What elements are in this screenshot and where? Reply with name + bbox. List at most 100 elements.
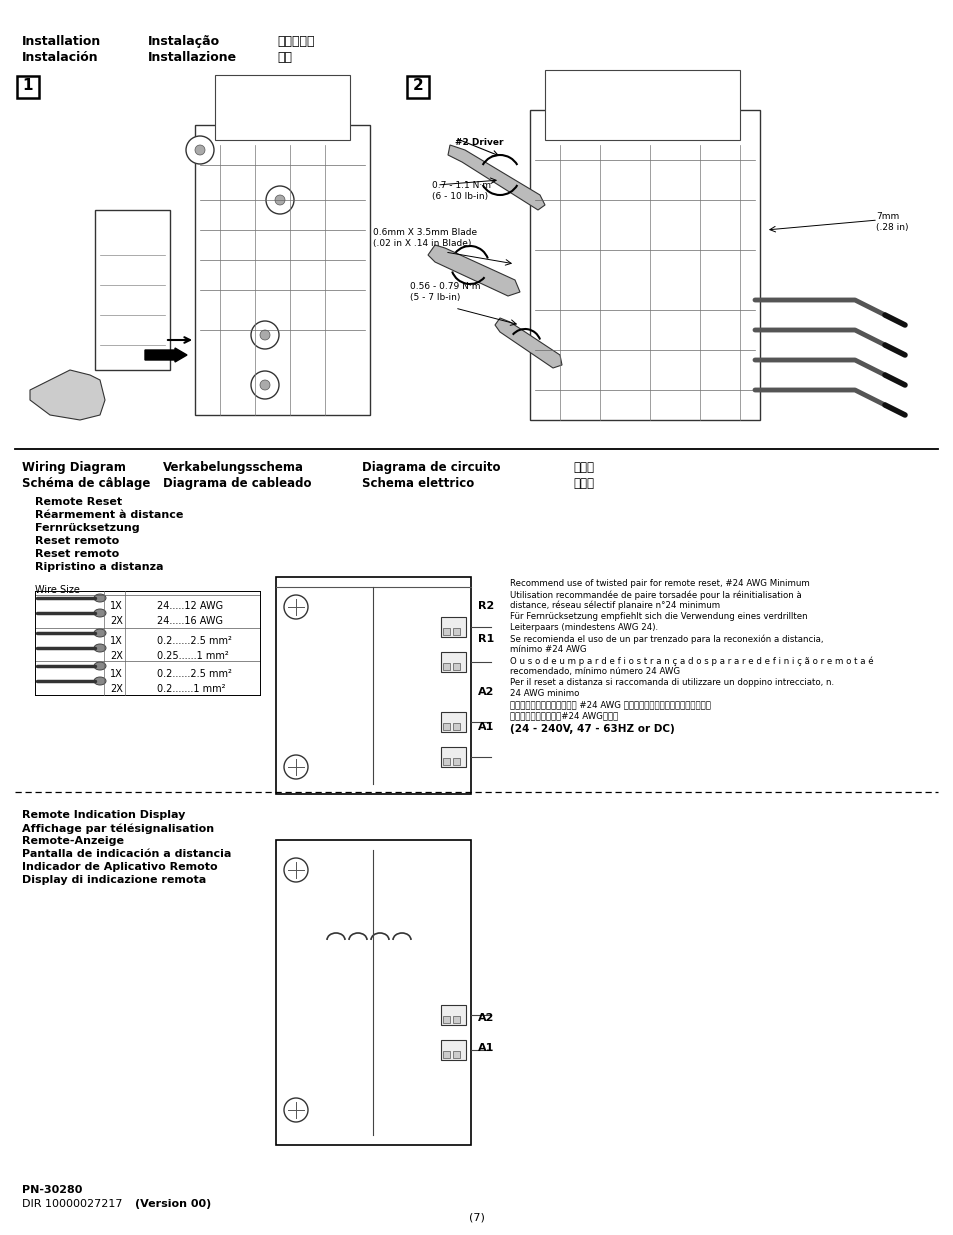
- Text: Installation: Installation: [22, 35, 101, 48]
- Text: 0.2......2.5 mm²: 0.2......2.5 mm²: [157, 636, 232, 646]
- Text: 0.25......1 mm²: 0.25......1 mm²: [157, 651, 229, 661]
- Text: DIR 10000027217: DIR 10000027217: [22, 1199, 126, 1209]
- Circle shape: [260, 330, 270, 340]
- Bar: [17, 77, 39, 98]
- Circle shape: [260, 380, 270, 390]
- Text: Instalación: Instalación: [22, 51, 98, 64]
- Text: 7mm
(.28 in): 7mm (.28 in): [875, 212, 907, 232]
- Circle shape: [284, 755, 308, 779]
- Text: R2: R2: [477, 601, 494, 611]
- Text: Diagrama de cableado: Diagrama de cableado: [163, 477, 312, 490]
- Text: Reset remoto: Reset remoto: [35, 550, 119, 559]
- Polygon shape: [448, 144, 544, 210]
- Ellipse shape: [94, 609, 106, 618]
- Text: (7): (7): [469, 1212, 484, 1221]
- Text: Per il reset a distanza si raccomanda di utilizzare un doppino intrecciato, n.: Per il reset a distanza si raccomanda di…: [510, 678, 833, 687]
- Text: 2: 2: [413, 78, 423, 93]
- Text: 2X: 2X: [110, 651, 123, 661]
- Polygon shape: [30, 370, 105, 420]
- Bar: [440, 1040, 465, 1060]
- Text: 配线图: 配线图: [573, 477, 594, 490]
- Text: 0.56 - 0.79 N·m
(5 - 7 lb-in): 0.56 - 0.79 N·m (5 - 7 lb-in): [410, 282, 480, 301]
- Text: A1: A1: [477, 722, 494, 732]
- Bar: [442, 663, 450, 671]
- Text: 0.2......2.5 mm²: 0.2......2.5 mm²: [157, 669, 232, 679]
- Circle shape: [284, 1098, 308, 1123]
- Bar: [544, 70, 740, 140]
- Text: Se recomienda el uso de un par trenzado para la reconexión a distancia,: Se recomienda el uso de un par trenzado …: [510, 634, 822, 643]
- Bar: [214, 75, 350, 140]
- Bar: [275, 577, 471, 794]
- Bar: [530, 110, 760, 420]
- Text: distance, réseau sélectif planaire n°24 minimum: distance, réseau sélectif planaire n°24 …: [510, 601, 720, 610]
- Text: 取付け方法: 取付け方法: [276, 35, 314, 48]
- Text: 24.....12 AWG: 24.....12 AWG: [157, 601, 223, 611]
- Polygon shape: [428, 245, 519, 296]
- FancyArrow shape: [145, 348, 187, 362]
- Text: Réarmement à distance: Réarmement à distance: [35, 510, 183, 520]
- Text: リモートリセットには、最小 #24 AWG のツイストペアの使用をお勧めします: リモートリセットには、最小 #24 AWG のツイストペアの使用をお勧めします: [510, 700, 710, 709]
- Ellipse shape: [94, 643, 106, 652]
- Text: Remote Reset: Remote Reset: [35, 496, 122, 508]
- Text: 24.....16 AWG: 24.....16 AWG: [157, 616, 223, 626]
- Ellipse shape: [94, 662, 106, 671]
- Text: Wire Size: Wire Size: [35, 585, 80, 595]
- Text: Installazione: Installazione: [148, 51, 237, 64]
- Text: (Version 00): (Version 00): [135, 1199, 211, 1209]
- Polygon shape: [495, 317, 561, 368]
- Bar: [453, 1016, 459, 1023]
- Circle shape: [266, 186, 294, 214]
- Text: Display di indicazione remota: Display di indicazione remota: [22, 876, 206, 885]
- Bar: [440, 1005, 465, 1025]
- Text: Affichage par télésignalisation: Affichage par télésignalisation: [22, 823, 213, 834]
- Text: 配線図: 配線図: [573, 461, 594, 474]
- Text: 0.7 - 1.1 N·m
(6 - 10 lb-in): 0.7 - 1.1 N·m (6 - 10 lb-in): [432, 182, 491, 201]
- Text: Reset remoto: Reset remoto: [35, 536, 119, 546]
- Bar: [453, 758, 459, 764]
- Text: Fernrücksetzung: Fernrücksetzung: [35, 522, 139, 534]
- Bar: [442, 758, 450, 764]
- Bar: [95, 210, 170, 370]
- Text: Für Fernrücksetzung empfiehlt sich die Verwendung eines verdrillten: Für Fernrücksetzung empfiehlt sich die V…: [510, 613, 807, 621]
- Text: O u s o d e u m p a r d e f i o s t r a n ç a d o s p a r a r e d e f i n i ç ã : O u s o d e u m p a r d e f i o s t r a …: [510, 656, 873, 666]
- Circle shape: [194, 144, 205, 156]
- Circle shape: [284, 858, 308, 882]
- Text: Recommend use of twisted pair for remote reset, #24 AWG Minimum: Recommend use of twisted pair for remote…: [510, 579, 809, 588]
- Bar: [453, 722, 459, 730]
- Bar: [453, 1051, 459, 1058]
- Text: 远程复位建议使用至少#24 AWG双绞线: 远程复位建议使用至少#24 AWG双绞线: [510, 711, 618, 720]
- Bar: [453, 663, 459, 671]
- Text: Leiterpaars (mindestens AWG 24).: Leiterpaars (mindestens AWG 24).: [510, 622, 658, 632]
- Text: 24 AWG minimo: 24 AWG minimo: [510, 689, 578, 698]
- Circle shape: [274, 195, 285, 205]
- Text: 0.6mm X 3.5mm Blade
(.02 in X .14 in Blade): 0.6mm X 3.5mm Blade (.02 in X .14 in Bla…: [373, 228, 476, 248]
- Text: 2X: 2X: [110, 684, 123, 694]
- Text: 安装: 安装: [276, 51, 292, 64]
- Text: A1: A1: [477, 1044, 494, 1053]
- Text: 1: 1: [23, 78, 33, 93]
- Text: Verkabelungsschema: Verkabelungsschema: [163, 461, 304, 474]
- Text: 1X: 1X: [110, 601, 123, 611]
- Text: PN-30280: PN-30280: [22, 1186, 82, 1195]
- Text: Instalação: Instalação: [148, 35, 220, 48]
- Text: 0.2.......1 mm²: 0.2.......1 mm²: [157, 684, 225, 694]
- Circle shape: [251, 321, 278, 350]
- Text: R1: R1: [477, 634, 494, 643]
- Bar: [194, 125, 370, 415]
- Ellipse shape: [94, 677, 106, 685]
- Circle shape: [284, 595, 308, 619]
- Circle shape: [251, 370, 278, 399]
- Bar: [440, 713, 465, 732]
- Text: 1X: 1X: [110, 636, 123, 646]
- Text: A2: A2: [477, 1013, 494, 1023]
- Text: Schéma de câblage: Schéma de câblage: [22, 477, 151, 490]
- Text: Utilisation recommandée de paire torsadée pour la réinitialisation à: Utilisation recommandée de paire torsadé…: [510, 590, 801, 599]
- Text: 1X: 1X: [110, 669, 123, 679]
- Text: Pantalla de indicación a distancia: Pantalla de indicación a distancia: [22, 848, 232, 860]
- Text: A2: A2: [477, 687, 494, 697]
- Bar: [442, 629, 450, 635]
- Text: Remote Indication Display: Remote Indication Display: [22, 810, 185, 820]
- Bar: [442, 1016, 450, 1023]
- Text: Ripristino a distanza: Ripristino a distanza: [35, 562, 163, 572]
- Text: Schema elettrico: Schema elettrico: [361, 477, 474, 490]
